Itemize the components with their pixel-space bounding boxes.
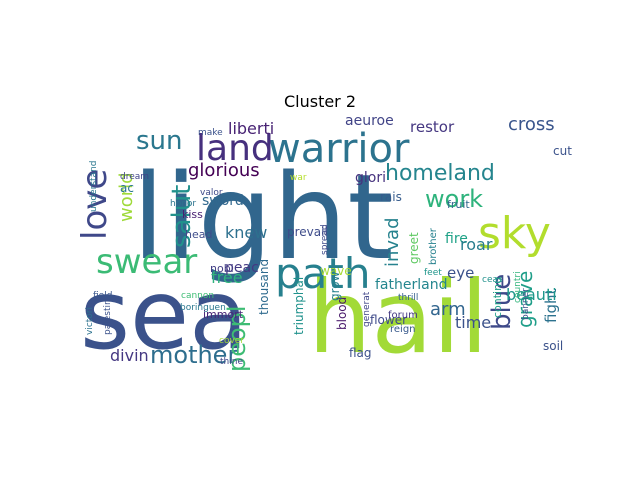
word-forum: forum (388, 310, 418, 321)
word-rais: rais (380, 190, 402, 204)
word-land: land (196, 128, 274, 169)
word-knew: knew (225, 223, 267, 242)
word-sun: sun (136, 126, 183, 156)
word-glori: glori (355, 170, 386, 186)
word-brother: brother (428, 227, 439, 265)
word-love: love (75, 169, 115, 240)
word-head: head (185, 228, 212, 241)
word-time: time (455, 313, 491, 332)
word-liberti: liberti (228, 119, 274, 138)
word-flower: flower (370, 313, 407, 327)
word-ceas: ceas (482, 275, 503, 285)
word-palestin: palestin (103, 299, 113, 335)
word-wave: wave (320, 264, 352, 278)
word-path: path (275, 249, 370, 298)
word-eye: eye (447, 264, 474, 282)
word-make: make (198, 128, 223, 138)
word-blood: blood (335, 297, 349, 330)
word-invad: invad (382, 217, 403, 267)
chart-title: Cluster 2 (283, 92, 357, 111)
word-warrior: warrior (268, 126, 410, 172)
word-peac: peac (225, 260, 259, 276)
word-fire: fire (445, 231, 468, 247)
cloud-background (79, 116, 566, 364)
word-war: war (290, 173, 307, 183)
word-cross: cross (508, 114, 555, 135)
word-triumphal: triumphal (292, 277, 306, 335)
word-banner: banner (521, 288, 531, 320)
word-cover: cover (219, 336, 244, 346)
word-ac: ac (120, 181, 134, 195)
word-honor: honor (170, 199, 196, 209)
word-immort: immort (203, 308, 244, 321)
word-boringuen: boringuen (180, 303, 226, 313)
word-hail: hail (308, 259, 488, 376)
word-arm: arm (430, 299, 466, 320)
word-free: free (211, 268, 243, 287)
word-aeuroe: aeuroe (345, 113, 394, 129)
word-glorious: glorious (188, 160, 260, 181)
word-work: work (425, 185, 483, 213)
word-reign: reign (390, 324, 416, 335)
word-prevail: prevail (287, 225, 328, 239)
word-sky: sky (478, 208, 551, 259)
word-countri: countri (513, 271, 523, 303)
word-victori: victori (85, 307, 95, 335)
word-blue: blue (487, 274, 517, 330)
word-flag: flag (349, 346, 372, 360)
word-roar: roar (460, 235, 493, 254)
word-grow: grow (328, 271, 342, 301)
word-understand: understand (89, 160, 99, 212)
word-soil: soil (543, 339, 563, 353)
word-world: world (116, 172, 137, 222)
word-greet: greet (407, 232, 421, 264)
word-beauti: beauti (506, 285, 557, 304)
word-spread: spread (320, 224, 330, 255)
word-grave: grave (513, 271, 537, 328)
word-sword: sword (202, 193, 244, 209)
word-field: field (93, 291, 112, 301)
word-fatherland: fatherland (375, 277, 447, 293)
word-valor: valor (200, 188, 223, 198)
word-thine: thine (220, 357, 243, 367)
word-light: light (132, 148, 394, 286)
word-divin: divin (110, 346, 149, 365)
word-peopl: peopl (223, 305, 251, 372)
word-dream: dream (120, 172, 149, 182)
word-mother: mother (150, 341, 237, 369)
word-salut: salut (167, 185, 197, 248)
word-continu: continu (491, 277, 504, 318)
word-cannon: cannon (181, 291, 214, 301)
word-generat: generat (362, 291, 372, 327)
word-restor: restor (410, 118, 455, 136)
word-thousand: thousand (257, 259, 271, 315)
word-fruit: fruit (447, 198, 470, 211)
word-cut: cut (553, 144, 572, 158)
word-nobl: nobl (210, 262, 234, 275)
word-homeland: homeland (385, 161, 495, 186)
word-fight: fight (542, 289, 560, 323)
word-thrill: thrill (398, 293, 418, 303)
word-feet: feet (424, 268, 442, 278)
word-sea: sea (80, 259, 248, 371)
word-kiss: kiss (182, 208, 203, 221)
word-swear: swear (96, 242, 197, 282)
